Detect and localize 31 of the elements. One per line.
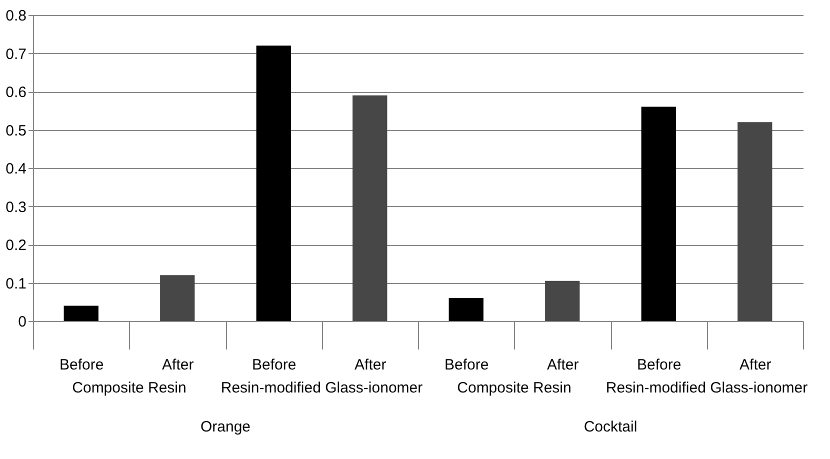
y-tick-label: 0.5 <box>6 122 26 140</box>
bar <box>64 306 98 321</box>
x-tick-label: Before <box>637 356 682 374</box>
y-tick-label: 0.7 <box>6 46 26 63</box>
text: Orange <box>200 418 251 436</box>
bar <box>256 46 291 321</box>
x-tick-label: After <box>740 356 772 374</box>
bar <box>545 280 580 321</box>
text: Cocktail <box>584 418 638 436</box>
text: Resin-modified Glass-ionomer <box>606 380 808 397</box>
text: Composite Resin <box>457 380 572 397</box>
y-tick-label: 0.8 <box>6 8 26 24</box>
x-tick-label: Before <box>444 356 489 374</box>
y-tick-label: 0.3 <box>6 198 26 216</box>
bar <box>160 275 195 321</box>
y-tick-label: 0.1 <box>6 275 26 292</box>
bar <box>352 95 388 321</box>
x-tick-label: Before <box>60 356 104 374</box>
bar <box>738 122 772 321</box>
y-tick-label: 0.4 <box>6 160 26 178</box>
x-tick-label: After <box>354 356 386 374</box>
x-tick-label: Before <box>252 356 296 374</box>
bar <box>448 298 484 321</box>
bar <box>641 106 676 321</box>
y-tick-label: 0.2 <box>6 237 26 254</box>
text: Composite Resin <box>72 380 186 397</box>
x-tick-label: After <box>162 356 194 374</box>
x-tick-label: After <box>547 356 579 374</box>
y-tick-label: 0 <box>18 314 26 330</box>
text: Resin-modified Glass-ionomer <box>220 380 423 397</box>
y-tick-label: 0.6 <box>6 84 26 101</box>
